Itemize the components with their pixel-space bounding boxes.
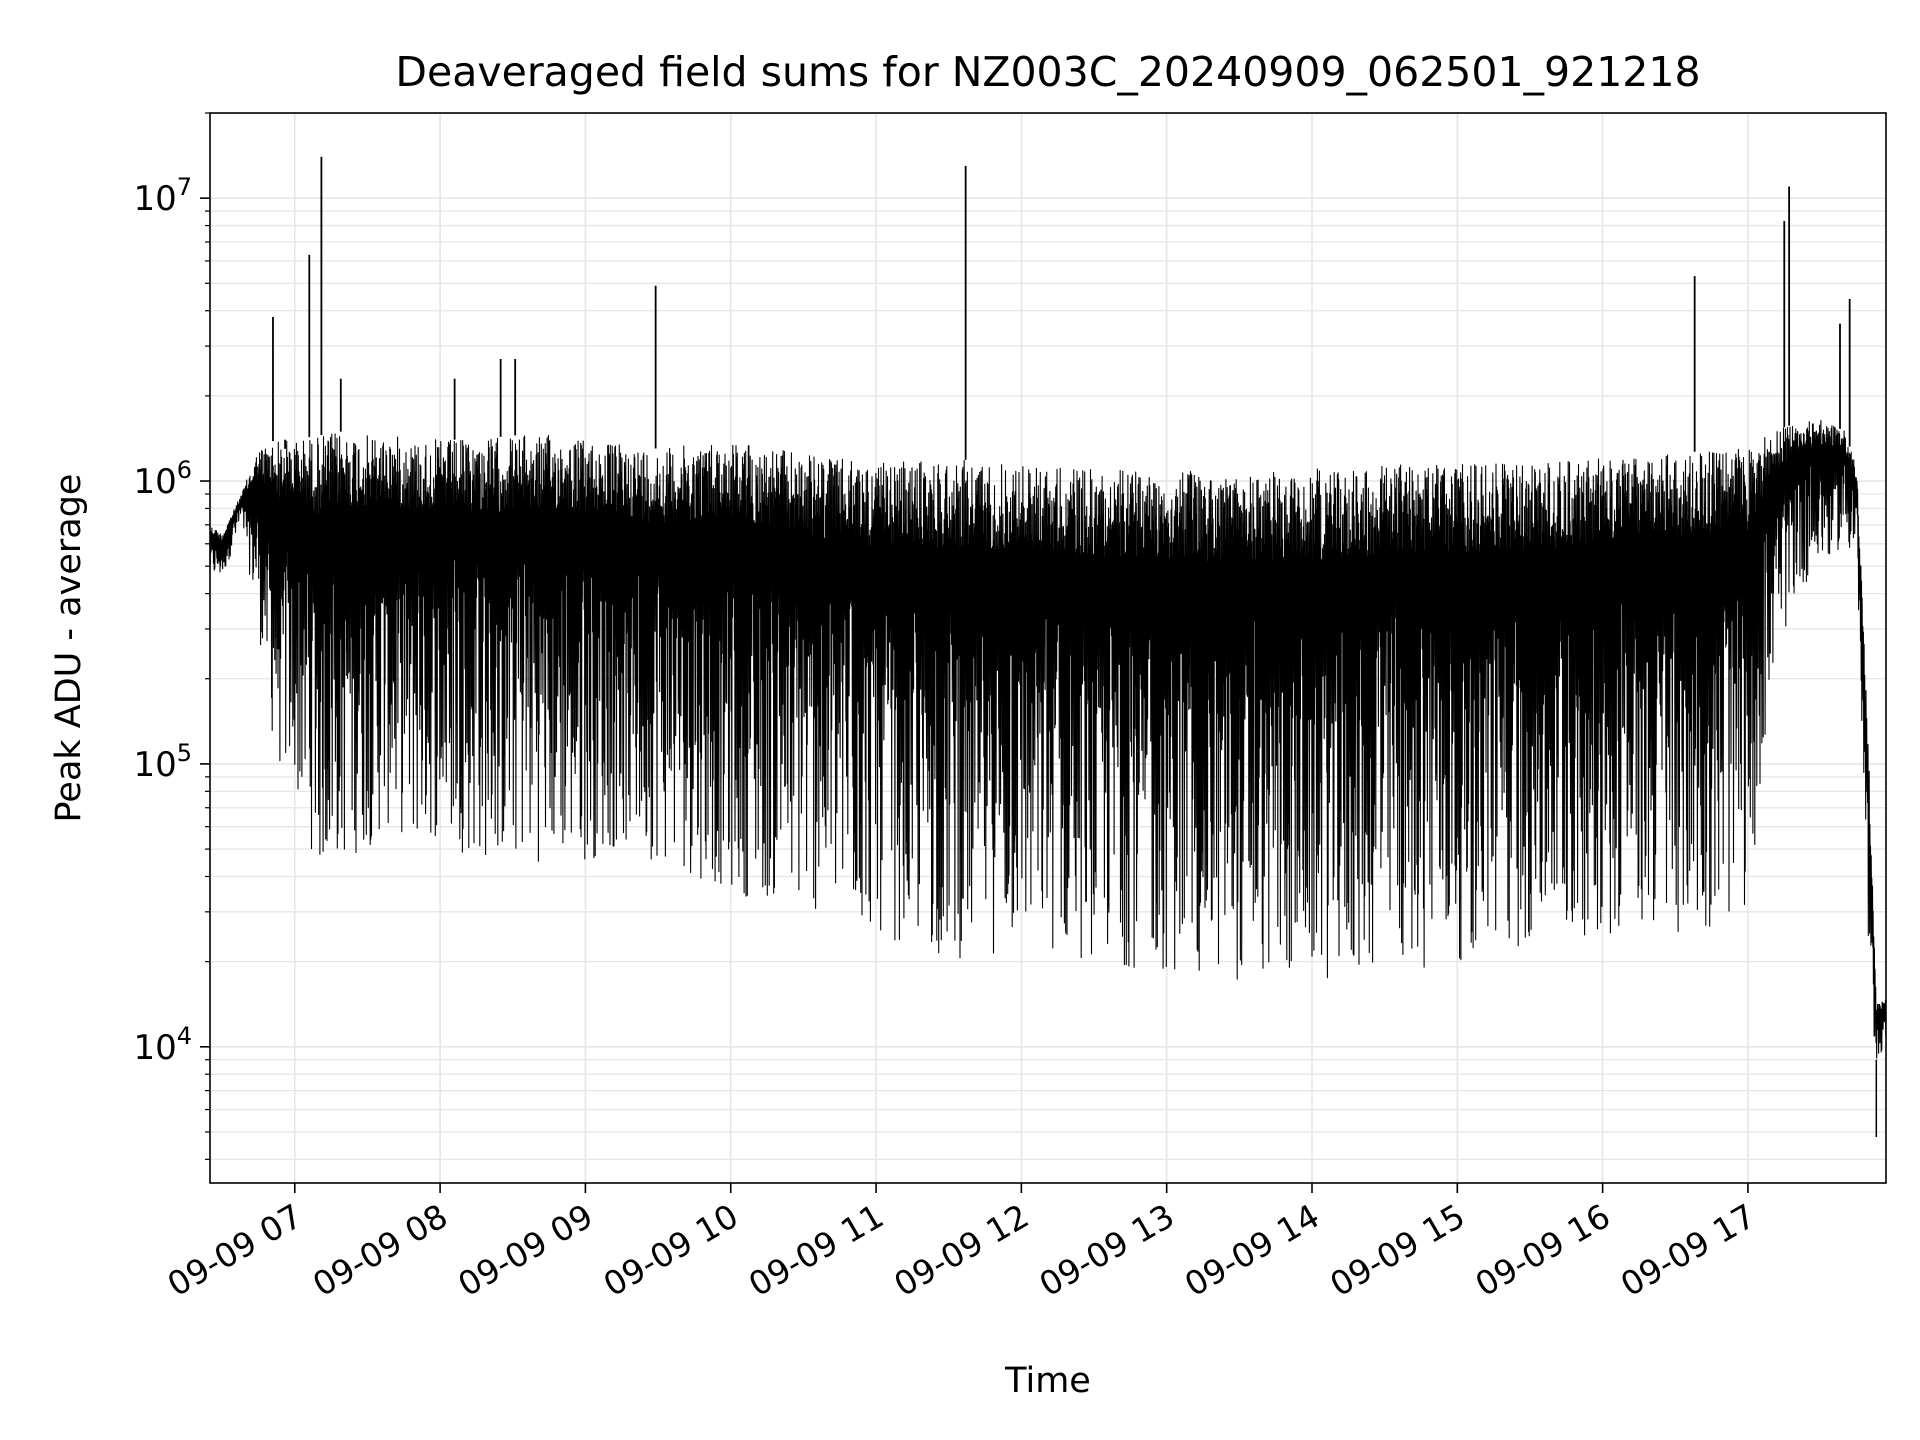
x-tick-label: 09-09 15 xyxy=(1323,1196,1471,1304)
series-line xyxy=(209,420,1887,1059)
y-axis-label: Peak ADU - average xyxy=(49,474,89,823)
y-tick-label: 107 xyxy=(133,173,192,219)
plot-frame xyxy=(209,112,1887,1184)
y-tick-exponent: 4 xyxy=(177,1022,192,1050)
y-tick-label: 105 xyxy=(133,739,192,785)
x-tick-label: 09-09 14 xyxy=(1178,1196,1326,1304)
x-tick-label: 09-09 09 xyxy=(451,1196,599,1304)
chart-title: Deaveraged field sums for NZ003C_2024090… xyxy=(395,48,1700,96)
y-tick-base: 10 xyxy=(133,462,176,502)
x-tick-label: 09-09 13 xyxy=(1033,1196,1181,1304)
y-tick-base: 10 xyxy=(133,1028,176,1068)
x-tick-label: 09-09 17 xyxy=(1614,1196,1762,1304)
x-tick-label: 09-09 12 xyxy=(887,1196,1035,1304)
y-tick-exponent: 7 xyxy=(177,173,192,201)
y-tick-base: 10 xyxy=(133,179,176,219)
x-tick-label: 09-09 08 xyxy=(306,1196,454,1304)
x-tick-label: 09-09 16 xyxy=(1469,1196,1617,1304)
y-tick-label: 104 xyxy=(133,1022,192,1068)
x-tick-label: 09-09 07 xyxy=(161,1196,309,1304)
x-tick-label: 09-09 11 xyxy=(742,1196,890,1304)
y-tick-base: 10 xyxy=(133,745,176,785)
x-axis-label: Time xyxy=(1004,1361,1091,1401)
y-tick-exponent: 6 xyxy=(177,456,192,484)
data-layer xyxy=(209,156,1887,1137)
y-tick-exponent: 5 xyxy=(177,739,192,767)
x-tick-label: 09-09 10 xyxy=(597,1196,745,1304)
y-tick-label: 106 xyxy=(133,456,192,502)
